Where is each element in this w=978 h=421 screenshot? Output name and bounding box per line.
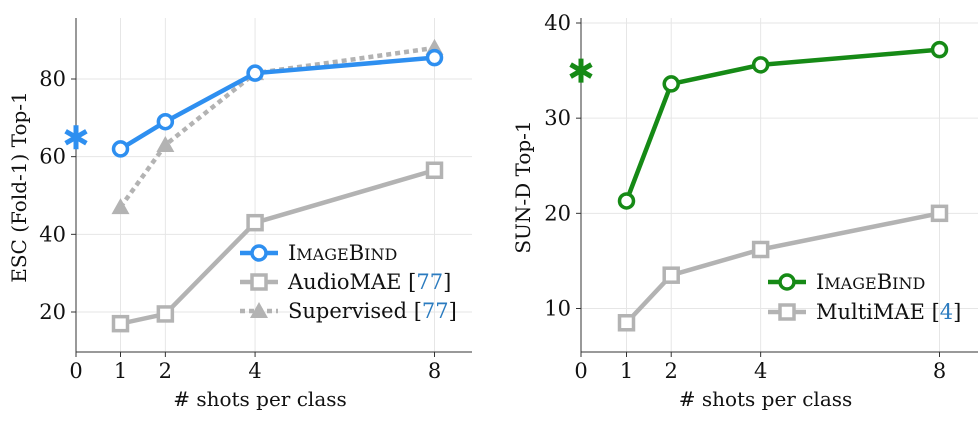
x-tick-label: 1 [620, 359, 633, 383]
zero-shot-star-marker [569, 58, 593, 83]
legend-marker [778, 273, 796, 291]
legend: IMAGEBIND AudioMAE [77] Supervised [77] [240, 241, 457, 323]
data-point [425, 48, 444, 67]
data-point [662, 75, 680, 93]
x-tick-label: 8 [933, 359, 946, 383]
data-point [156, 112, 175, 131]
series-line [624, 47, 940, 202]
y-tick-label: 30 [544, 106, 571, 130]
x-tick-label: 4 [754, 359, 767, 383]
data-point [111, 140, 130, 158]
data-point [930, 204, 949, 223]
y-tick-label: 20 [39, 300, 66, 324]
x-tick-label: 4 [248, 359, 261, 383]
x-axis-label: # shots per class [679, 387, 853, 411]
data-point [111, 198, 130, 215]
y-axis-label: ESC (Fold-1) Top-1 [7, 91, 31, 283]
data-point [156, 136, 175, 153]
x-tick-label: 0 [574, 359, 587, 383]
y-tick-label: 60 [39, 145, 66, 169]
y-tick-label: 40 [39, 222, 66, 246]
data-point [662, 266, 680, 284]
chart-panel-2: 0 1 2 4 8 10 20 30 40 # shots per class SUN-D Top-… [511, 11, 978, 411]
series-multimae [617, 204, 949, 332]
series-imagebind [617, 40, 949, 210]
y-tick-label: 40 [544, 11, 571, 35]
data-point [617, 192, 636, 210]
series-line [624, 211, 940, 325]
legend-label: IMAGEBIND [288, 241, 397, 265]
legend-marker [250, 302, 268, 318]
x-axis-label: # shots per class [173, 387, 347, 411]
data-point [425, 161, 444, 180]
zero-shot-star-marker [64, 125, 88, 150]
legend-label: MultiMAE [4] [816, 300, 961, 324]
series-imagebind [111, 48, 444, 158]
y-tick-label: 10 [544, 297, 571, 321]
x-tick-label: 8 [428, 359, 441, 383]
data-point [617, 314, 636, 332]
legend-marker [250, 244, 268, 262]
series-audiomae [111, 161, 444, 333]
data-point [930, 40, 949, 59]
series-line [119, 55, 435, 151]
series-line [120, 168, 436, 326]
legend-marker [250, 273, 268, 291]
y-axis-label: SUN-D Top-1 [511, 120, 535, 253]
legend: IMAGEBIND MultiMAE [4] [768, 270, 961, 324]
y-tick-label: 80 [39, 67, 66, 91]
legend-label: Supervised [77] [288, 299, 457, 323]
legend-label: IMAGEBIND [816, 270, 925, 294]
data-point [246, 213, 264, 232]
x-tick-label: 1 [114, 359, 127, 383]
chart-panel-1: 0 1 2 4 8 20 40 60 80 # shots per class ESC (Fold-… [7, 18, 472, 411]
data-point [246, 64, 264, 82]
legend-marker [778, 303, 796, 321]
data-point [751, 240, 770, 259]
legend-label: AudioMAE [77] [287, 270, 451, 294]
y-tick-label: 20 [544, 201, 571, 225]
x-tick-label: 0 [69, 359, 82, 383]
data-point [111, 314, 130, 333]
x-tick-label: 2 [159, 359, 172, 383]
data-point [751, 56, 770, 74]
x-tick-label: 2 [665, 359, 678, 383]
series-line [118, 45, 435, 209]
data-point [156, 305, 175, 323]
